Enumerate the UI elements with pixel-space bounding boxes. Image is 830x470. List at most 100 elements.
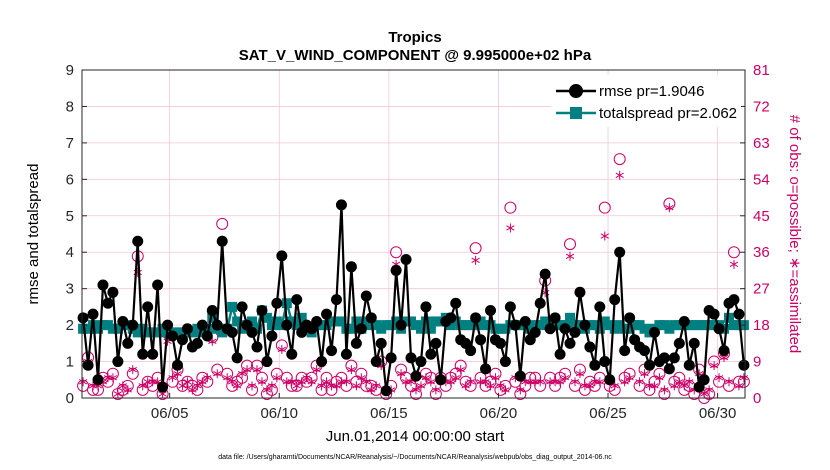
rmse-point [569,326,581,338]
asterisk-stroke [396,371,406,377]
rmse-point [564,337,576,349]
rmse-point [604,374,616,386]
asterisk-stroke [501,387,510,393]
rmse-point [450,297,462,309]
asterisk-stroke [699,391,709,397]
rmse-point [410,370,422,382]
obs-assimilated-point [486,381,495,391]
rmse-point [544,323,556,335]
rmse-point [425,348,437,360]
obs-assimilated-point [660,385,669,395]
asterisk-stroke [431,387,441,393]
asterisk-stroke [223,375,232,381]
y-right-tick-label: 72 [753,98,770,115]
obs-assimilated-point [223,373,232,383]
obs-assimilated-point [227,377,237,387]
rmse-point [514,370,526,382]
x-tick-label: 06/10 [260,405,298,422]
obs-assimilated-point [173,369,182,379]
asterisk-stroke [719,354,729,361]
rmse-point [176,334,188,346]
y-right-tick-label: 63 [753,135,770,152]
rmse-point [599,356,611,368]
asterisk-stroke [446,379,455,385]
asterisk-stroke [158,391,167,397]
obs-assimilated-point [302,373,311,383]
asterisk-stroke [660,387,669,393]
asterisk-stroke [471,257,480,264]
asterisk-stroke [227,379,237,385]
rmse-point [102,297,114,309]
obs-assimilated-point [575,369,585,379]
rmse-point [326,345,338,357]
obs-assimilated-point [312,365,321,375]
obs-assimilated-point [198,377,207,387]
asterisk-stroke [620,379,629,385]
asterisk-stroke [178,383,187,389]
obs-assimilated-point [565,251,575,261]
asterisk-stroke [183,379,192,385]
rmse-point [286,348,298,360]
asterisk-stroke [491,375,500,381]
asterisk-stroke [257,379,267,385]
asterisk-stroke [153,379,162,385]
obs-assimilated-point [272,373,282,383]
asterisk-stroke [704,387,714,393]
asterisk-stroke [208,338,217,344]
totalspread-point [227,301,238,312]
rmse-point [713,323,725,335]
obs-assimilated-point [138,381,147,391]
obs-assimilated-point [78,377,88,387]
rmse-point [261,356,273,368]
rmse-point [728,294,740,306]
asterisk-stroke [312,366,321,373]
obs-assimilated-point [620,377,629,387]
y-right-tick-label: 0 [753,390,761,407]
rmse-point [171,359,183,371]
obs-possible-point [504,201,517,214]
obs-assimilated-point [416,381,426,391]
obs-assimilated-point [491,373,500,383]
totalspread-point [202,323,213,334]
totalspread-point [415,323,426,334]
chart-title: Tropics [388,29,441,46]
rmse-point [470,312,482,324]
rmse-point [92,374,104,386]
asterisk-stroke [198,379,207,385]
asterisk-stroke [461,383,470,389]
asterisk-stroke [714,375,724,381]
rmse-point [668,352,680,364]
obs-assimilated-point [506,223,515,233]
y-right-tick-label: 81 [753,62,770,79]
totalspread-point [391,316,402,327]
y-left-tick-label: 9 [66,62,74,79]
asterisk-stroke [451,375,460,381]
asterisk-stroke [421,375,431,381]
rmse-point [206,305,218,317]
asterisk-stroke [734,383,744,389]
obs-possible-point [216,217,229,230]
obs-assimilated-point [709,361,719,371]
obs-assimilated-point [600,231,609,241]
rmse-point [430,337,442,349]
rmse-point [644,359,656,371]
rmse-point [350,337,362,349]
asterisk-stroke [232,383,242,389]
rmse-point [445,312,457,324]
obs-assimilated-point [640,369,649,379]
asterisk-stroke [277,346,286,353]
obs-assimilated-point [262,385,272,395]
rmse-point [236,301,248,313]
obs-assimilated-point [297,377,306,387]
asterisk-stroke [615,172,624,178]
asterisk-stroke [665,204,674,211]
asterisk-stroke [565,253,575,259]
asterisk-stroke [332,383,341,389]
rmse-point [266,330,278,342]
asterisk-stroke [481,379,490,385]
y-left-tick-label: 1 [66,354,74,371]
rmse-point [142,301,154,313]
asterisk-stroke [625,375,634,381]
rmse-point [718,345,730,357]
